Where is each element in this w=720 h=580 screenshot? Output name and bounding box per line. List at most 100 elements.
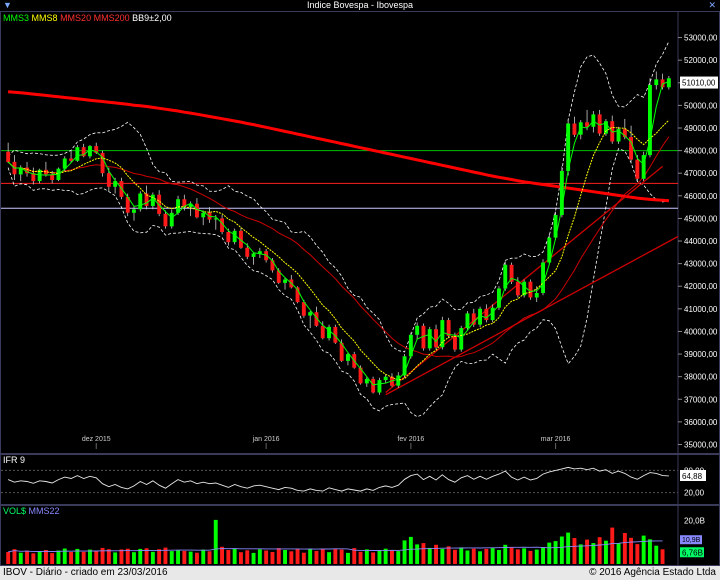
candle-down [6,151,11,162]
volume-bar-down [660,549,665,564]
volume-bar-down [515,549,520,564]
candle-down [220,218,224,232]
volume-bar-up [497,550,501,564]
price-tick-label: 38000,00 [684,373,718,382]
price-tick-label: 53000,00 [684,34,718,43]
volume-bar-up [346,552,350,564]
candle-down [163,213,168,227]
candle-up [346,354,350,361]
volume-bar-down [264,550,269,564]
volume-bar-up [503,544,508,564]
candle-up [383,376,388,381]
volume-bar-down [69,552,73,564]
volume-chart[interactable]: 20,0B 10,9B 6,76B [1,506,719,565]
volume-panel[interactable]: 20,0B 10,9B 6,76B VOL$ MMS22 [0,505,720,566]
volume-tick-label: 20,0B [684,516,705,525]
candle-up [188,203,193,208]
volume-bar-up [566,532,571,564]
price-legend: MMS3 MMS8 MMS20 MMS200 BB9±2,00 [3,13,172,23]
volume-bar-down [358,551,363,564]
price-tick-label: 47000,00 [684,169,718,178]
candle-down [572,123,577,135]
volume-bar-down [6,552,11,564]
chart-title: Indice Bovespa - Ibovespa [306,0,414,10]
last-price-value: 51010,00 [682,79,716,88]
candle-up [283,279,287,283]
candle-down [421,325,426,349]
volume-bar-down [314,550,319,564]
chart-menu-icon[interactable]: ▼ [3,0,12,10]
volume-bar-up [654,545,659,564]
volume-bar-down [339,549,344,564]
volume-bar-up [201,549,206,564]
volume-bar-down [333,548,338,564]
volume-bar-up [641,535,646,564]
volume-bar-up [478,551,482,564]
candle-down [484,308,489,321]
volume-bar-up [327,552,331,564]
volume-bar-up [547,542,552,564]
volume-bar-down [207,551,212,564]
candle-down [358,367,363,384]
footer-right: © 2016 Agência Estado Ltda [589,567,716,578]
candle-up [478,308,482,325]
candle-down [446,320,451,336]
price-tick-label: 45000,00 [684,214,718,223]
candle-up [377,380,382,393]
volume-bar-up [213,519,218,564]
volume-ma-line [8,540,663,553]
candle-up [522,281,527,296]
volume-bar-down [421,543,426,564]
volume-bar-up [308,549,313,564]
volume-bar-down [182,550,187,564]
candle-up [604,121,608,134]
candle-up [201,212,206,218]
candle-down [125,196,130,213]
volume-bar-down [629,537,633,564]
volume-bar-down [453,549,457,564]
candle-down [597,114,602,134]
volume-bar-down [220,546,224,564]
volume-bar-down [119,549,124,564]
trendline-lower [385,235,679,396]
price-panel[interactable]: 53000,0052000,0051000,0050000,0049000,00… [0,11,720,454]
candle-up [547,237,552,263]
candle-down [629,137,633,160]
volume-bar-up [440,548,445,564]
candle-down [81,147,86,157]
price-chart[interactable]: 53000,0052000,0051000,0050000,0049000,00… [1,12,719,453]
candle-up [666,78,671,88]
candle-up [308,312,313,316]
close-icon[interactable]: ✕ [708,0,716,10]
candle-down [182,199,187,208]
volume-bar-down [276,548,281,564]
volume-bar-down [94,551,99,564]
volume-bar-down [528,550,533,564]
volume-bar-down [100,547,105,564]
volume-bar-up [534,549,539,564]
candle-up [497,288,501,308]
candle-down [44,169,48,175]
price-tick-label: 52000,00 [684,56,718,65]
price-tick-label: 39000,00 [684,350,718,359]
footer-bar: IBOV - Diário - criado em 23/03/2016 © 2… [0,566,720,580]
candle-down [434,329,438,348]
volume-bar-down [289,551,294,564]
volume-bar-up [591,543,596,564]
volume-bar-up [176,550,180,564]
candle-down [301,302,306,316]
volume-bar-down [157,549,162,564]
price-tick-label: 41000,00 [684,305,718,314]
candle-down [245,247,250,257]
volume-bar-down [245,550,250,564]
volume-bar-up [427,547,432,564]
candle-down [371,378,376,393]
candle-down [100,152,105,174]
candle-up [415,325,420,335]
volume-bar-down [585,539,589,564]
candle-down [239,230,243,248]
volume-ma-label: MMS22 [28,506,60,516]
volume-bar-down [471,548,476,564]
